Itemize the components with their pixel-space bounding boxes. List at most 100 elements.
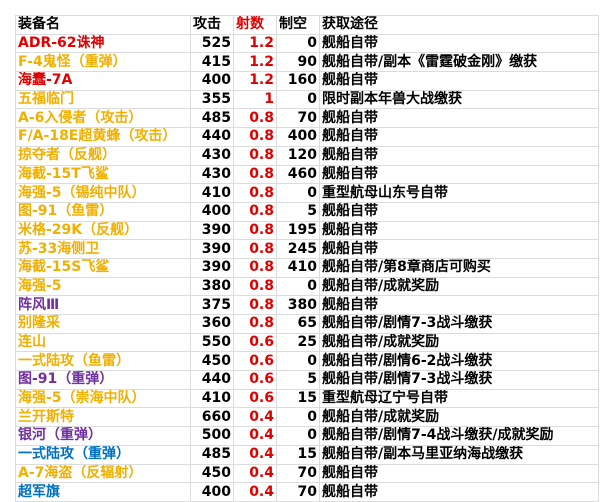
equipment-name: 海截-15S飞鲨 xyxy=(15,257,191,278)
shots-value: 1.2 xyxy=(233,33,277,54)
attack-value: 410 xyxy=(190,388,234,409)
table-row: A-6入侵者（攻击） 485 0.8 70 舰船自带 xyxy=(15,108,599,129)
table-row: 别隆采 360 0.8 65 舰船自带/剧情7-3战斗缴获 xyxy=(15,314,599,334)
equipment-name: 海截-15T飞鲨 xyxy=(15,164,191,185)
air-value: 120 xyxy=(276,145,320,166)
air-value: 90 xyxy=(276,52,320,73)
attack-value: 430 xyxy=(190,145,234,166)
table-row: F-4鬼怪（重弹） 415 1.2 90 舰船自带/副本《雷霆破金刚》缴获 xyxy=(15,52,599,73)
source-value: 舰船自带 xyxy=(319,108,599,129)
attack-value: 485 xyxy=(190,108,234,129)
equipment-name: 连山 xyxy=(15,332,191,353)
shots-value: 0.8 xyxy=(233,220,277,241)
table-row: 五福临门 355 1 0 限时副本年兽大战缴获 xyxy=(15,89,599,110)
attack-value: 660 xyxy=(190,407,234,428)
attack-value: 430 xyxy=(190,164,234,185)
header-air: 制空 xyxy=(276,15,320,35)
attack-value: 390 xyxy=(190,257,234,278)
shots-value: 0.8 xyxy=(233,108,277,129)
source-value: 舰船自带/副本《雷霆破金刚》缴获 xyxy=(319,52,599,73)
table-row: 阵风Ⅲ 375 0.8 380 舰船自带 xyxy=(15,295,599,315)
source-value: 舰船自带 xyxy=(319,201,599,222)
header-source: 获取途径 xyxy=(319,15,599,35)
source-value: 重型航母辽宁号自带 xyxy=(319,388,599,409)
shots-value: 0.8 xyxy=(233,276,277,297)
source-value: 舰船自带/成就奖励 xyxy=(319,276,599,297)
source-value: 舰船自带/剧情7-3战斗缴获 xyxy=(319,370,599,390)
equipment-name: 兰开斯特 xyxy=(15,407,191,428)
equipment-name: 掠夺者（反舰） xyxy=(15,145,191,166)
source-value: 舰船自带/成就奖励 xyxy=(319,332,599,353)
table-row: 海截-15T飞鲨 430 0.8 460 舰船自带 xyxy=(15,164,599,185)
source-value: 舰船自带 xyxy=(319,482,599,502)
equipment-name: ADR-62诛神 xyxy=(15,33,191,54)
shots-value: 0.4 xyxy=(233,407,277,428)
shots-value: 0.6 xyxy=(233,351,277,372)
equipment-name: A-7海盗（反辐射） xyxy=(15,463,191,484)
equipment-name: 图-91（重弹） xyxy=(15,370,191,390)
air-value: 0 xyxy=(276,276,320,297)
table-row: 连山 550 0.6 25 舰船自带/成就奖励 xyxy=(15,332,599,353)
equipment-name: 银河（重弹） xyxy=(15,426,191,446)
shots-value: 1.2 xyxy=(233,71,277,91)
air-value: 460 xyxy=(276,164,320,185)
source-value: 舰船自带/剧情7-4战斗缴获/成就奖励 xyxy=(319,426,599,446)
attack-value: 390 xyxy=(190,239,234,259)
source-value: 舰船自带 xyxy=(319,145,599,166)
table-row: ADR-62诛神 525 1.2 0 舰船自带 xyxy=(15,33,599,54)
table-row: 一式陆攻（鱼雷） 450 0.6 0 舰船自带/剧情6-2战斗缴获 xyxy=(15,351,599,372)
table-row: 苏-33海侧卫 390 0.8 245 舰船自带 xyxy=(15,239,599,259)
air-value: 5 xyxy=(276,370,320,390)
air-value: 0 xyxy=(276,351,320,372)
attack-value: 550 xyxy=(190,332,234,353)
shots-value: 0.4 xyxy=(233,426,277,446)
source-value: 舰船自带/成就奖励 xyxy=(319,407,599,428)
shots-value: 0.8 xyxy=(233,201,277,222)
table-row: 图-91（重弹） 440 0.6 5 舰船自带/剧情7-3战斗缴获 xyxy=(15,370,599,390)
air-value: 25 xyxy=(276,332,320,353)
shots-value: 0.8 xyxy=(233,127,277,147)
table-row: 海截-15S飞鲨 390 0.8 410 舰船自带/第8章商店可购买 xyxy=(15,257,599,278)
source-value: 舰船自带 xyxy=(319,164,599,185)
shots-value: 0.8 xyxy=(233,145,277,166)
shots-value: 0.6 xyxy=(233,370,277,390)
source-value: 舰船自带 xyxy=(319,33,599,54)
air-value: 400 xyxy=(276,127,320,147)
source-value: 舰船自带 xyxy=(319,239,599,259)
attack-value: 450 xyxy=(190,351,234,372)
equipment-name: 图-91（鱼雷） xyxy=(15,201,191,222)
air-value: 410 xyxy=(276,257,320,278)
shots-value: 1.2 xyxy=(233,52,277,73)
shots-value: 0.8 xyxy=(233,164,277,185)
shots-value: 1 xyxy=(233,89,277,110)
attack-value: 400 xyxy=(190,71,234,91)
equipment-name: 一式陆攻（鱼雷） xyxy=(15,351,191,372)
attack-value: 450 xyxy=(190,463,234,484)
table-row: 超军旗 400 0.4 70 舰船自带 xyxy=(15,482,599,502)
table-row: 海强-5（崇海中队） 410 0.6 15 重型航母辽宁号自带 xyxy=(15,388,599,409)
equipment-name: 阵风Ⅲ xyxy=(15,295,191,315)
source-value: 舰船自带 xyxy=(319,463,599,484)
equipment-name: F-4鬼怪（重弹） xyxy=(15,52,191,73)
attack-value: 390 xyxy=(190,220,234,241)
equipment-name: 一式陆攻（重弹） xyxy=(15,444,191,465)
shots-value: 0.6 xyxy=(233,388,277,409)
attack-value: 440 xyxy=(190,370,234,390)
source-value: 重型航母山东号自带 xyxy=(319,183,599,203)
equipment-name: 五福临门 xyxy=(15,89,191,110)
equipment-name: 米格-29K（反舰） xyxy=(15,220,191,241)
attack-value: 400 xyxy=(190,201,234,222)
shots-value: 0.6 xyxy=(233,332,277,353)
source-value: 舰船自带 xyxy=(319,71,599,91)
table-row: 掠夺者（反舰） 430 0.8 120 舰船自带 xyxy=(15,145,599,166)
table-row: 海蠢-7A 400 1.2 160 舰船自带 xyxy=(15,71,599,91)
header-row: 装备名 攻击 射数 制空 获取途径 xyxy=(15,15,599,35)
equipment-name: 海强-5 xyxy=(15,276,191,297)
air-value: 0 xyxy=(276,183,320,203)
air-value: 0 xyxy=(276,407,320,428)
air-value: 380 xyxy=(276,295,320,315)
shots-value: 0.8 xyxy=(233,314,277,334)
attack-value: 485 xyxy=(190,444,234,465)
equipment-name: 海蠢-7A xyxy=(15,71,191,91)
source-value: 舰船自带 xyxy=(319,220,599,241)
